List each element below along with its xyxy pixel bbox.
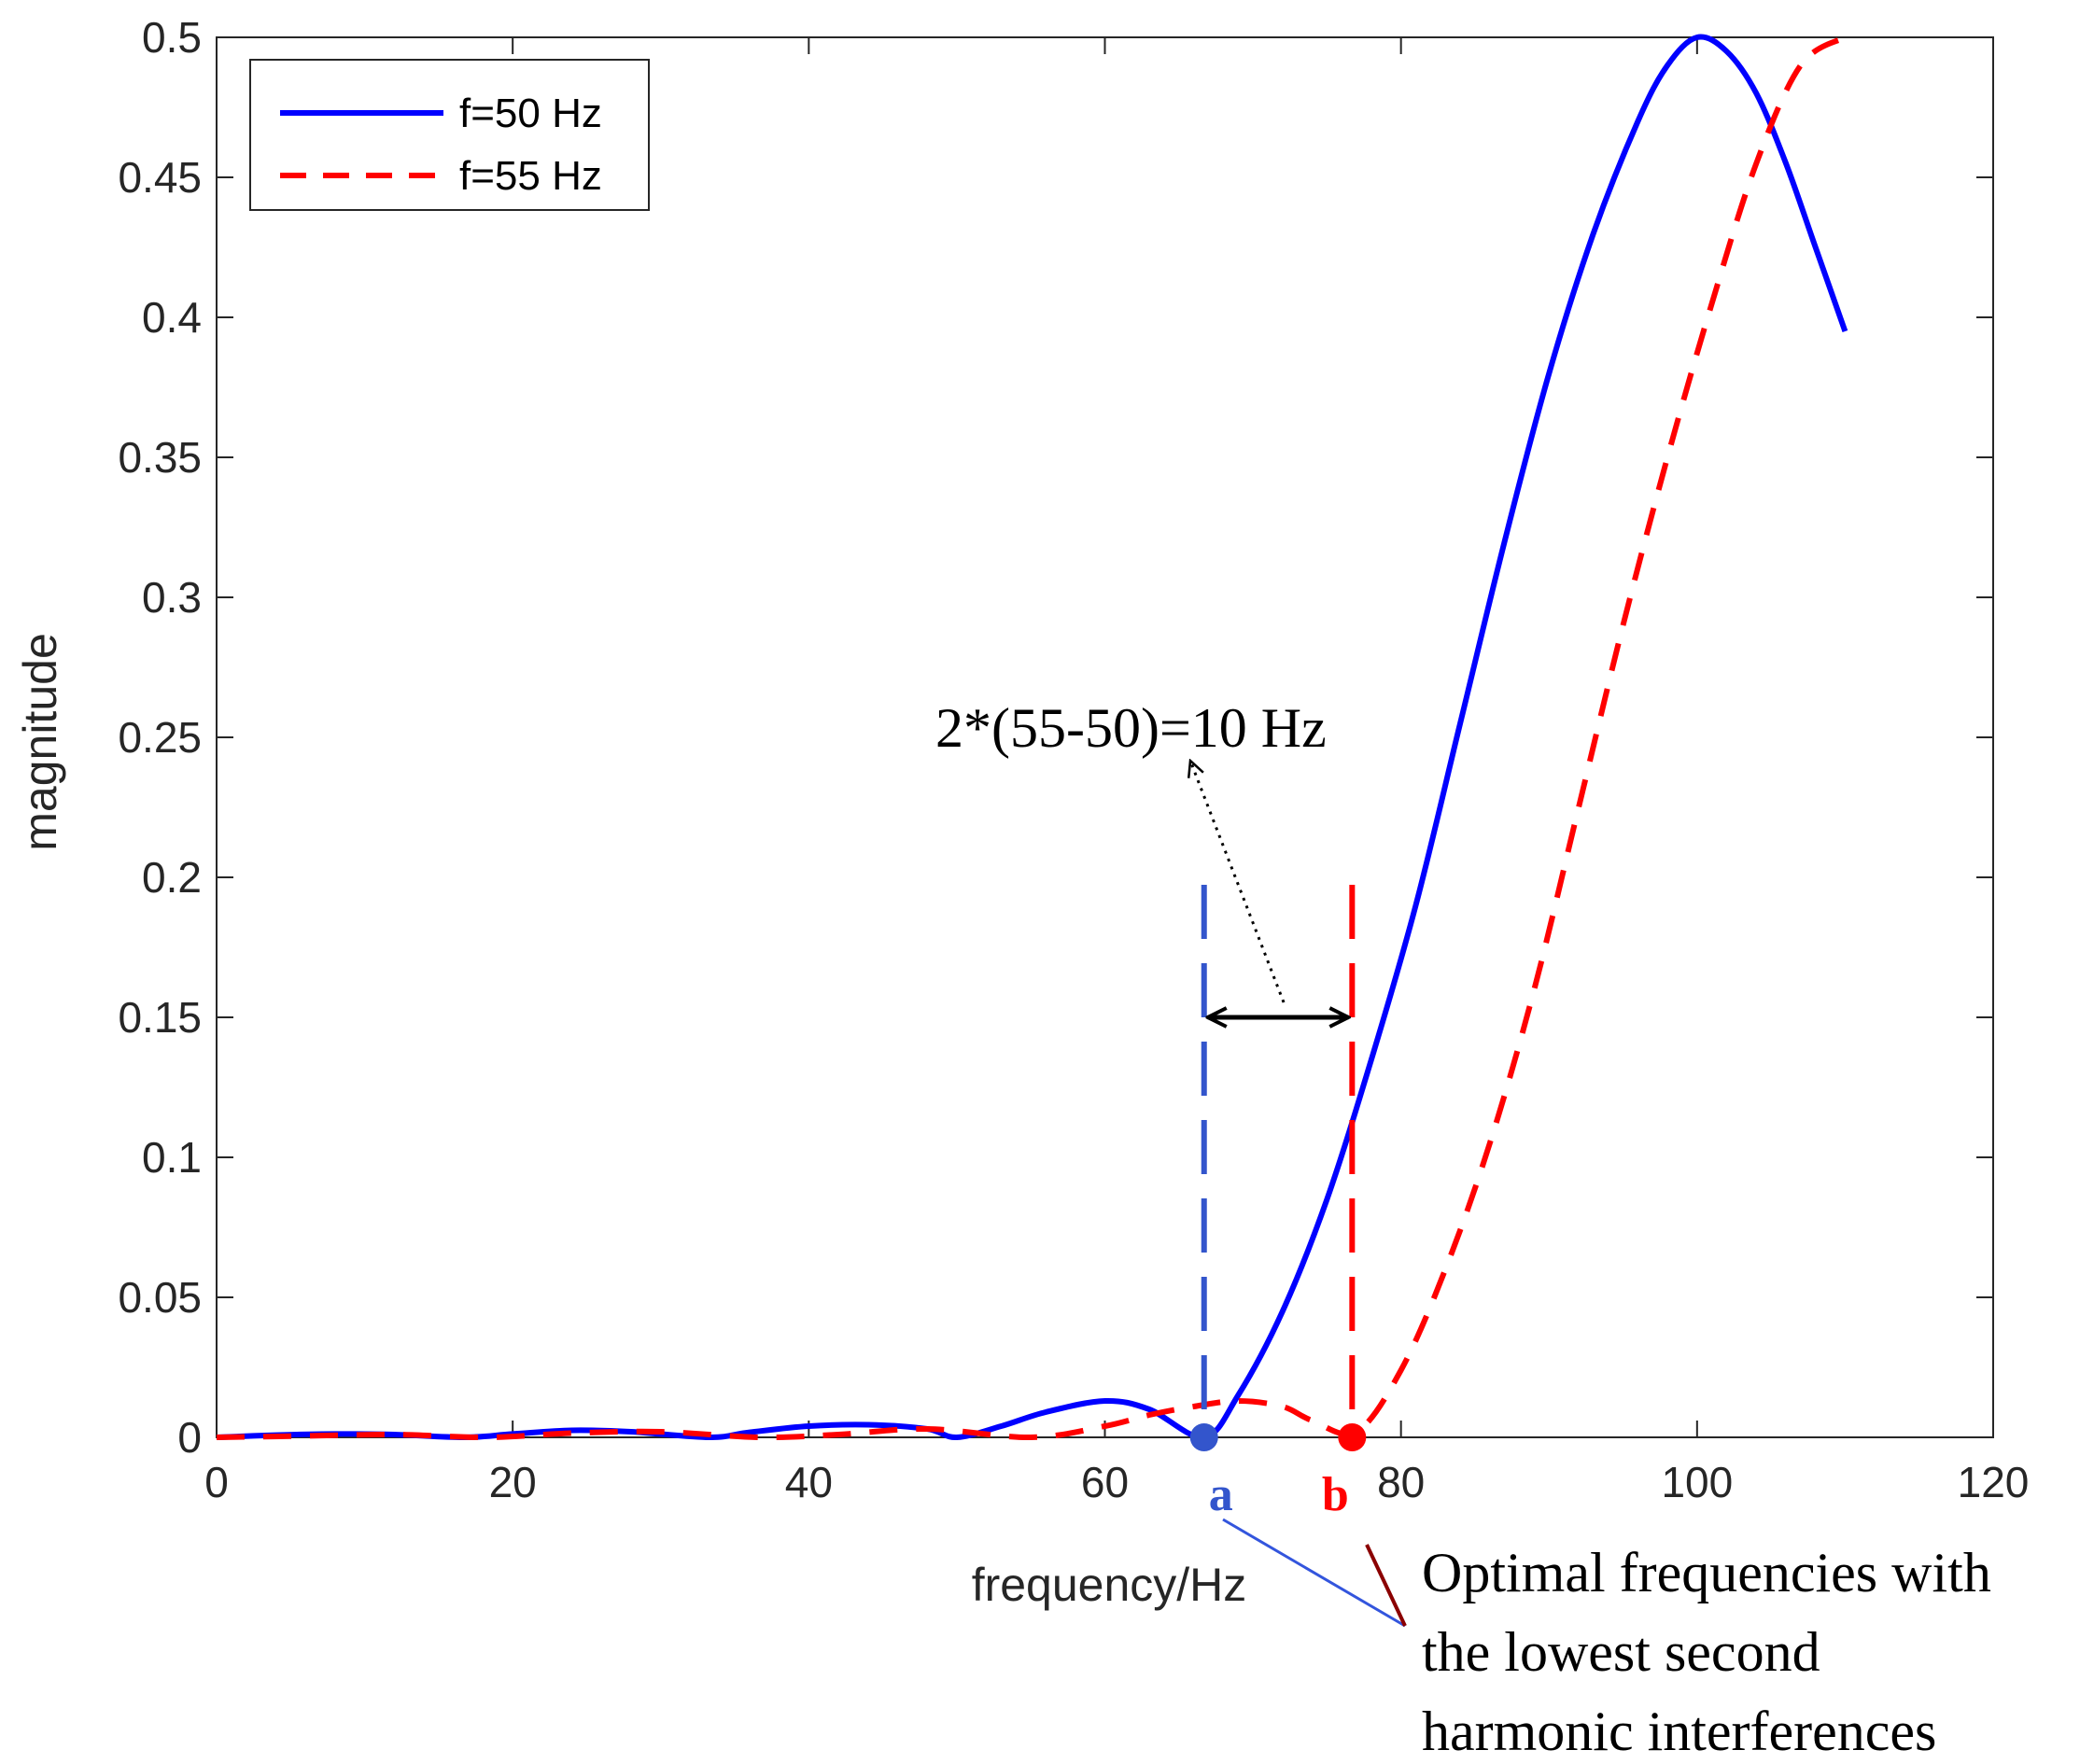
difference-annotation: 2*(55-50)=10 Hz	[935, 697, 1327, 759]
x-tick-label: 0	[204, 1458, 229, 1506]
x-tick-label: 60	[1081, 1458, 1129, 1506]
legend-label-f55: f=55 Hz	[459, 153, 602, 199]
y-tick-label: 0	[177, 1413, 202, 1462]
series-lines	[216, 34, 1848, 1441]
marker-point-a	[1189, 1423, 1218, 1451]
legend: f=50 Hz f=55 Hz	[249, 59, 650, 211]
x-tick-label: 100	[1661, 1458, 1733, 1506]
marker-label-b: b	[1322, 1468, 1349, 1521]
series-line-f-55-hz	[216, 35, 1848, 1441]
y-tick-label: 0.05	[118, 1273, 202, 1322]
optimal-note-line-2: the lowest second	[1422, 1621, 1820, 1683]
y-tick-label: 0.5	[142, 13, 202, 62]
x-tick-label: 120	[1958, 1458, 2030, 1506]
y-tick-label: 0.25	[118, 713, 202, 762]
annotation-pointer	[1190, 761, 1286, 1003]
pointer-line-b	[1365, 1544, 1407, 1627]
x-axis-label: frequency/Hz	[972, 1559, 1247, 1611]
x-tick-label: 80	[1377, 1458, 1425, 1506]
y-tick-label: 0.1	[142, 1133, 202, 1182]
y-axis-label: magnitude	[14, 633, 66, 851]
marker-label-a: a	[1209, 1468, 1233, 1521]
y-tick-label: 0.45	[118, 153, 202, 202]
optimal-note-line-3: harmonic interferences	[1422, 1701, 1936, 1762]
legend-label-f50: f=50 Hz	[459, 91, 602, 136]
legend-box	[249, 59, 650, 211]
y-tick-label: 0.3	[142, 573, 202, 622]
annotation-overlays	[1190, 761, 1367, 1451]
marker-point-b	[1338, 1423, 1367, 1451]
y-tick-label: 0.4	[142, 293, 202, 342]
x-tick-label: 40	[785, 1458, 833, 1506]
y-tick-label: 0.15	[118, 993, 202, 1042]
axis-ticks: 0 20 40 60 80 100 120 0 0.05 0.1 0.15 0.2 0.25 0.3 0.3…	[118, 13, 2029, 1506]
y-tick-label: 0.2	[142, 853, 202, 902]
y-tick-label: 0.35	[118, 433, 202, 482]
pointer-line-a	[1222, 1518, 1406, 1628]
optimal-note-line-1: Optimal frequencies with	[1422, 1542, 1991, 1603]
x-tick-label: 20	[489, 1458, 537, 1506]
